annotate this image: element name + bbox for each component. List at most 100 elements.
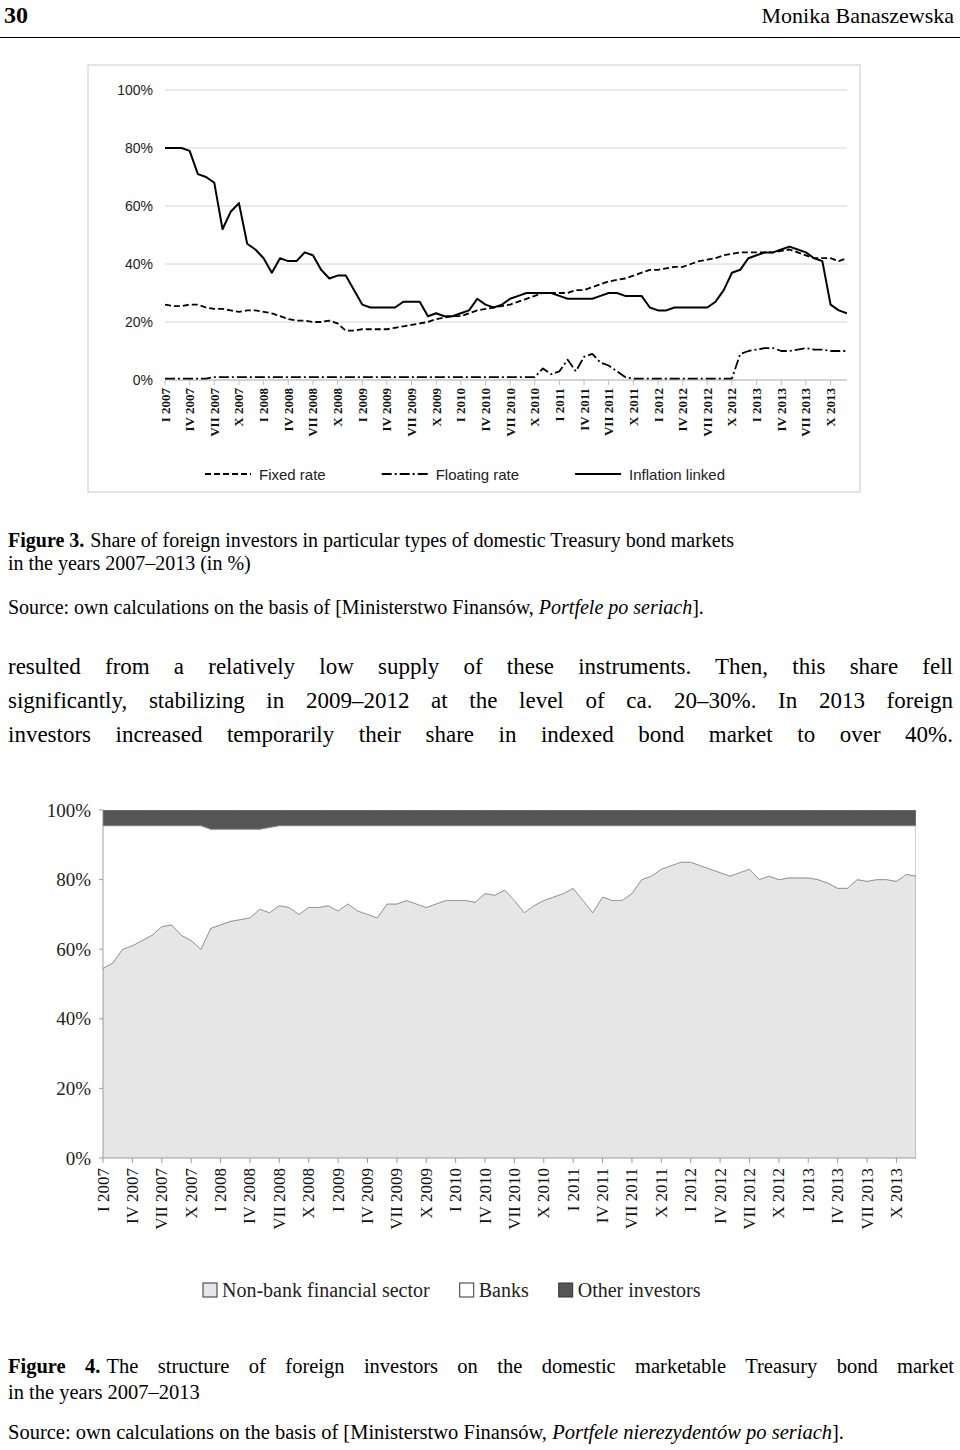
x-tick-label: I 2009 <box>355 388 370 423</box>
x-tick-label: X 2010 <box>534 1168 553 1219</box>
x-tick-label: IV 2010 <box>478 388 493 431</box>
x-tick <box>362 380 363 385</box>
x-tick-label: I 2009 <box>329 1168 348 1212</box>
x-tick <box>436 380 437 385</box>
x-tick-label: VII 2007 <box>207 388 222 437</box>
x-tick <box>485 1158 486 1163</box>
y-tick <box>99 1158 103 1159</box>
x-tick-label: IV 2010 <box>476 1168 495 1224</box>
legend: Non-bank financial sectorBanksOther inve… <box>203 1279 701 1301</box>
running-head: Monika Banaszewska <box>500 3 954 28</box>
x-tick <box>455 1158 456 1163</box>
x-tick <box>631 1158 632 1163</box>
header-rule <box>0 37 960 38</box>
y-tick-label: 0% <box>66 1148 92 1169</box>
x-tick <box>559 380 560 385</box>
figure-caption-line: in the years 2007–2013 (in %) <box>8 552 954 575</box>
y-tick-label: 80% <box>56 869 91 890</box>
x-tick <box>132 1158 133 1163</box>
x-tick <box>658 380 659 385</box>
chart-1: 0%20%40%60%80%100%I 2007IV 2007VII 2007X… <box>47 800 916 1302</box>
y-tick-label: 40% <box>56 1008 91 1029</box>
legend-label: Banks <box>479 1279 529 1301</box>
x-tick <box>633 380 634 385</box>
x-tick <box>263 380 264 385</box>
x-tick-label: X 2007 <box>182 1168 201 1219</box>
page-number-text: 30 <box>4 2 28 28</box>
x-tick-label: I 2013 <box>749 388 764 423</box>
caption-text: in the years 2007–2013 (in %) <box>8 552 251 574</box>
x-tick-label: IV 2013 <box>828 1168 847 1224</box>
x-tick <box>573 1158 574 1163</box>
x-tick <box>238 380 239 385</box>
source-text: Source: own calculations on the basis of… <box>8 1421 552 1443</box>
x-tick <box>584 380 585 385</box>
x-tick <box>338 1158 339 1163</box>
series-area <box>103 826 916 969</box>
x-tick-label: X 2009 <box>417 1168 436 1219</box>
series-line <box>165 348 847 378</box>
x-tick <box>608 380 609 385</box>
legend-swatch <box>203 1283 217 1297</box>
x-tick <box>682 380 683 385</box>
series-line <box>165 250 847 331</box>
y-tick-label: 100% <box>117 82 153 98</box>
x-tick <box>514 1158 515 1163</box>
x-tick <box>756 380 757 385</box>
x-tick-label: I 2007 <box>158 388 173 423</box>
x-tick <box>778 1158 779 1163</box>
body-line: resulted from a relatively low supply of… <box>8 654 953 680</box>
x-tick <box>510 380 511 385</box>
x-tick-label: X 2007 <box>231 388 246 427</box>
x-tick-label: IV 2012 <box>675 388 690 431</box>
x-tick-label: I 2008 <box>256 388 271 423</box>
x-tick-label: X 2011 <box>626 388 641 426</box>
figure-caption-line: in the years 2007–2013 <box>8 1381 954 1405</box>
y-tick-label: 100% <box>47 800 92 821</box>
x-tick-label: VII 2012 <box>700 388 715 437</box>
y-tick-label: 60% <box>125 198 153 214</box>
legend-swatch <box>205 473 251 475</box>
y-tick <box>99 879 103 880</box>
page: 0% 20% 40% 60% 80% 100% I 2007 IV 2007 VII 2007 X… <box>0 0 960 1450</box>
y-tick <box>99 810 103 811</box>
x-tick <box>534 380 535 385</box>
x-tick-label: X 2008 <box>330 388 345 427</box>
x-tick <box>749 1158 750 1163</box>
x-tick-label: X 2008 <box>299 1168 318 1219</box>
x-tick-label: I 2013 <box>799 1168 818 1212</box>
legend: Fixed rateFloating rateInflation linked <box>205 466 725 483</box>
x-tick-label: IV 2011 <box>577 388 592 431</box>
x-tick <box>690 1158 691 1163</box>
y-tick-label: 0% <box>133 372 153 388</box>
x-tick <box>189 380 190 385</box>
x-tick-label: I 2012 <box>651 388 666 422</box>
figure-caption-line: Figure 4.The structure of foreign invest… <box>8 1355 954 1379</box>
source-end: ]. <box>692 596 704 618</box>
figure-source: Source: own calculations on the basis of… <box>8 596 954 619</box>
figure-source: Source: own calculations on the basis of… <box>8 1421 954 1445</box>
x-tick <box>337 380 338 385</box>
x-tick-label: I 2011 <box>564 1168 583 1211</box>
x-tick-label: VII 2009 <box>387 1168 406 1230</box>
x-tick-label: VII 2008 <box>305 388 320 437</box>
x-tick <box>165 380 166 385</box>
grid-line <box>165 148 847 149</box>
legend-label: Other investors <box>578 1279 701 1301</box>
grid-line <box>165 206 847 207</box>
x-tick <box>103 1158 104 1163</box>
x-tick-label: IV 2009 <box>358 1168 377 1224</box>
x-tick <box>896 1158 897 1163</box>
x-tick <box>602 1158 603 1163</box>
x-tick <box>731 380 732 385</box>
x-tick <box>396 1158 397 1163</box>
legend-swatch <box>559 1283 573 1297</box>
x-tick-label: IV 2012 <box>711 1168 730 1224</box>
series-line <box>165 148 847 316</box>
x-tick-label: X 2009 <box>429 388 444 427</box>
chart-0: 0%20%40%60%80%100%I 2007IV 2007VII 2007X… <box>88 65 860 492</box>
x-tick-label: IV 2007 <box>123 1168 142 1224</box>
y-tick <box>99 1088 103 1089</box>
y-tick-label: 20% <box>125 314 153 330</box>
source-end: ]. <box>832 1421 844 1443</box>
